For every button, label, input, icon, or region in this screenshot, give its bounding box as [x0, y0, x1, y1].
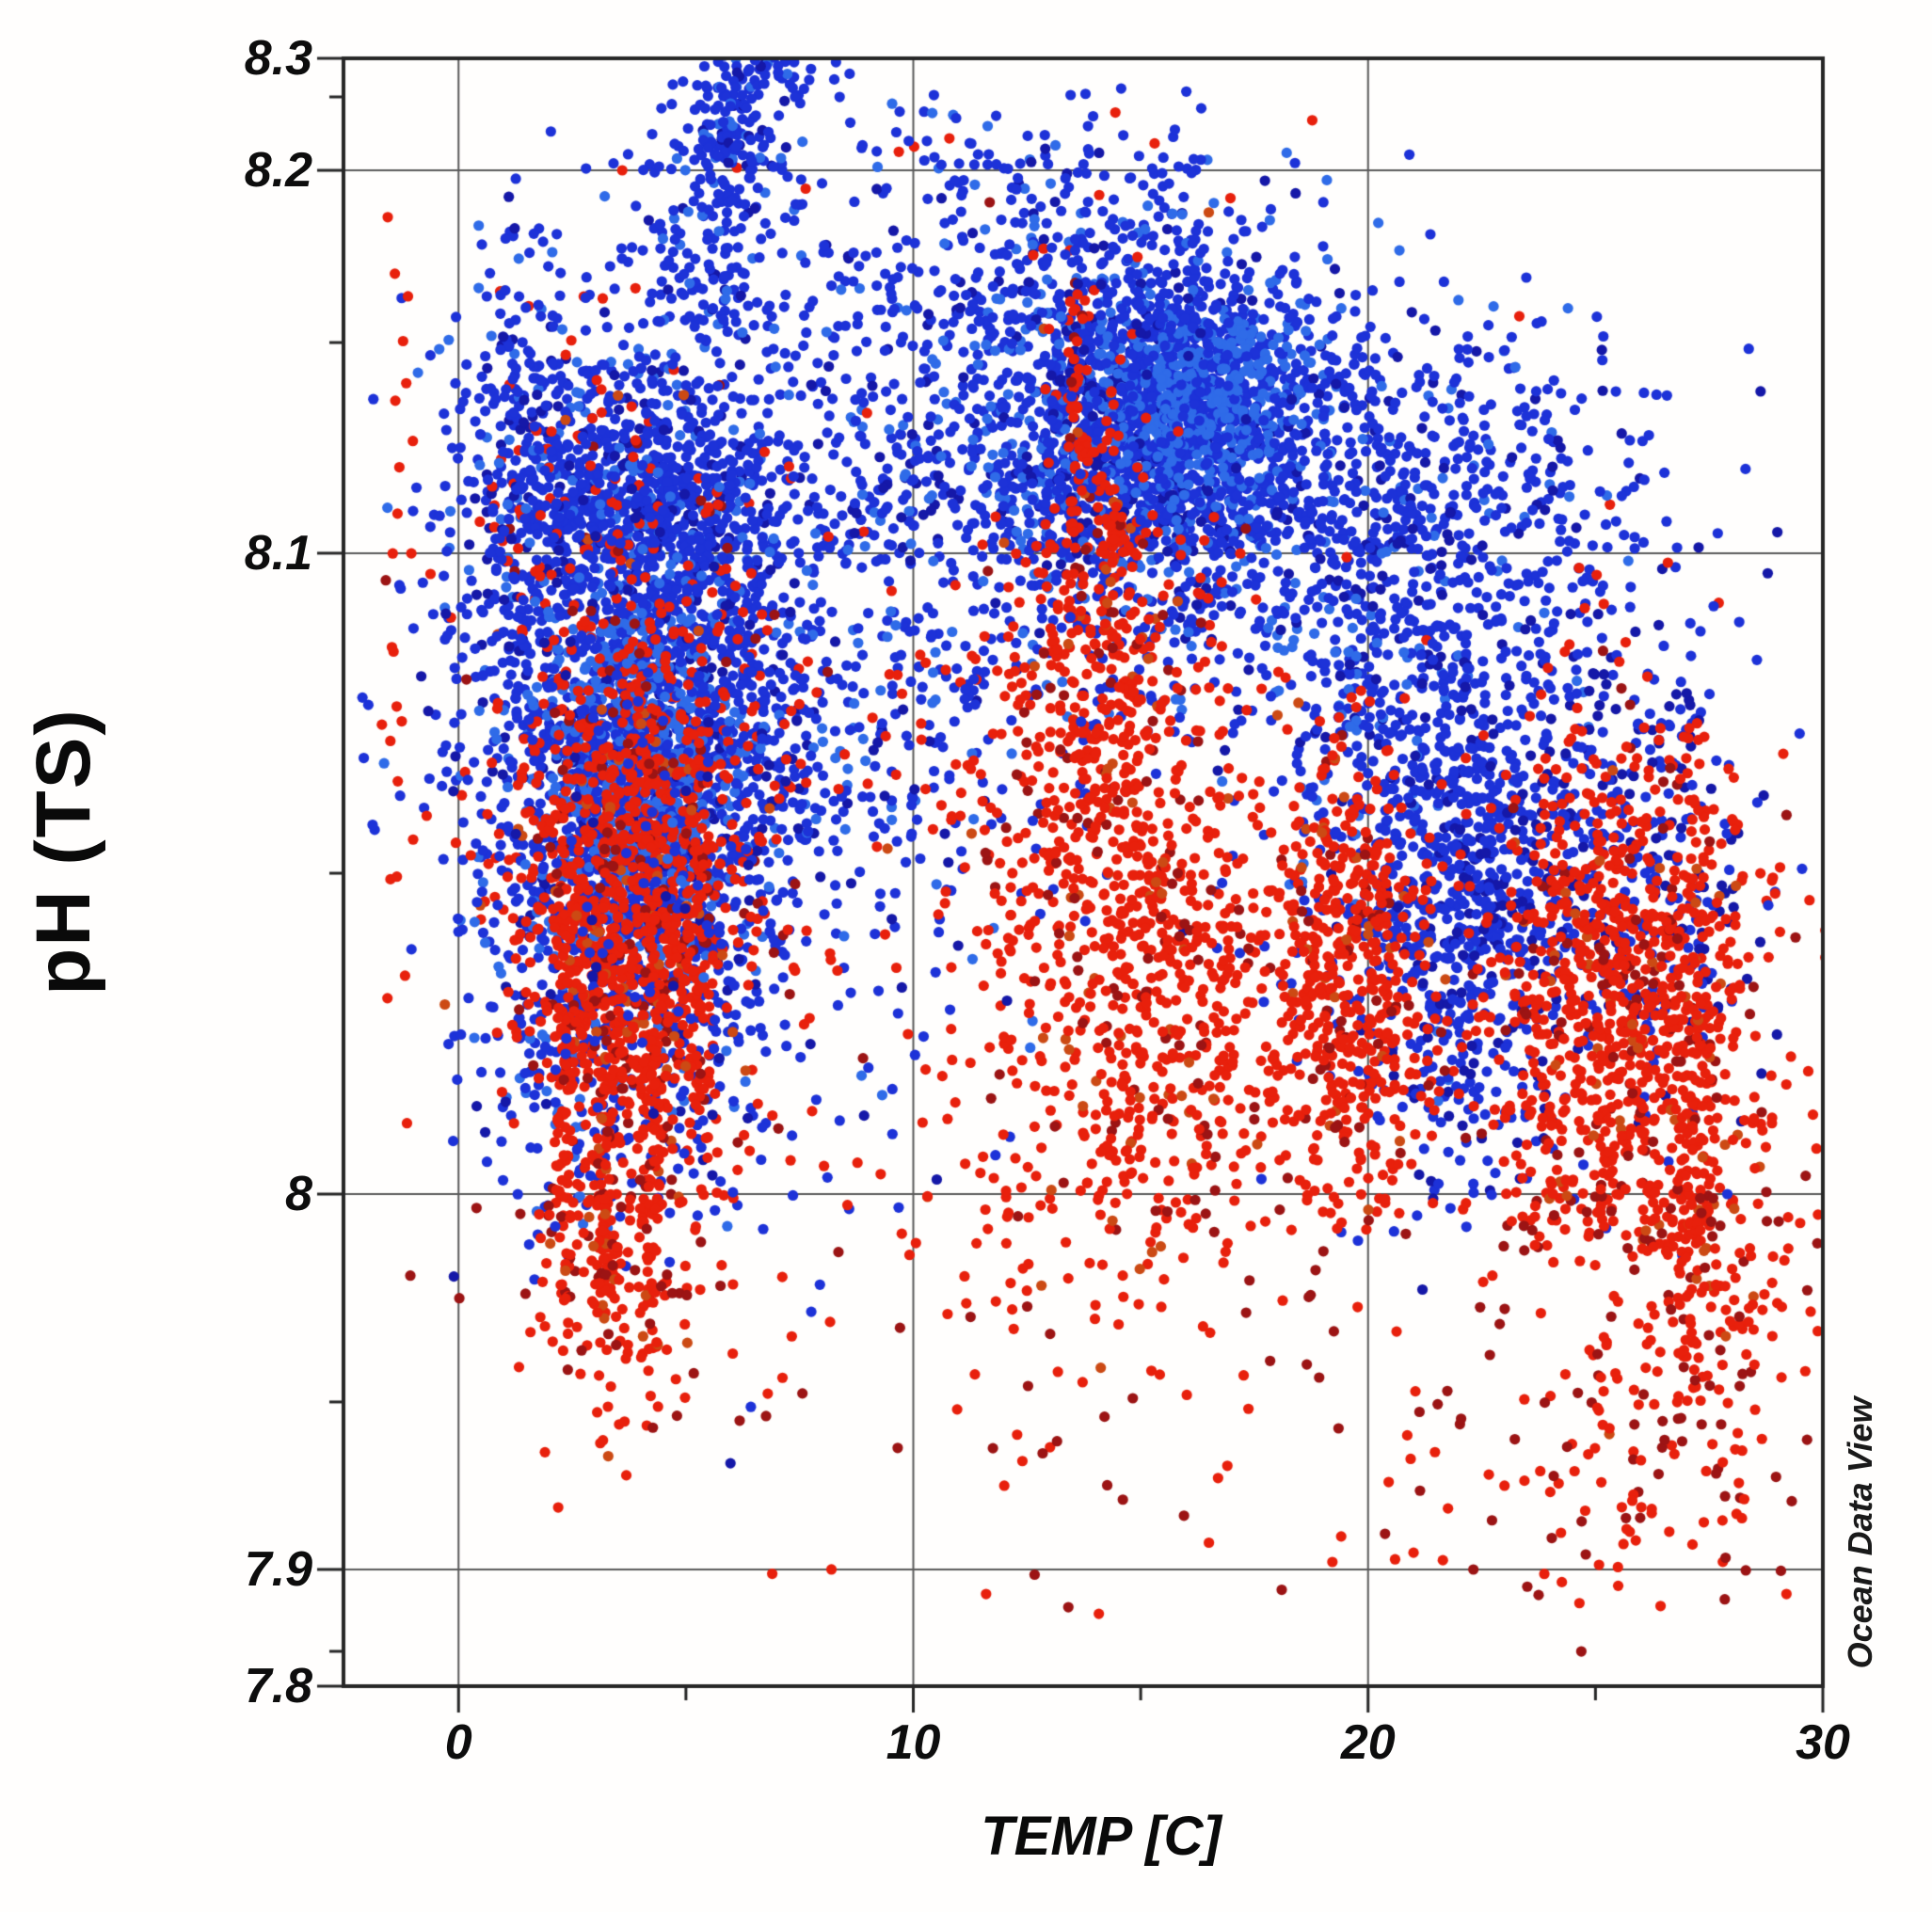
- y-axis-title: pH (TS): [21, 708, 106, 996]
- x-tick-label-30: 30: [1796, 1715, 1850, 1770]
- x-tick-label-20: 20: [1340, 1715, 1396, 1770]
- x-tick-label-10: 10: [886, 1715, 941, 1770]
- y-tick-label-7.8: 7.8: [244, 1659, 312, 1713]
- y-tick-label-8.2: 8.2: [244, 143, 312, 199]
- y-tick-label-8.1: 8.1: [244, 525, 312, 581]
- x-tick-label-0: 0: [444, 1715, 472, 1770]
- x-axis-title: TEMP [C]: [981, 1806, 1221, 1867]
- odv-watermark: Ocean Data View: [1841, 1396, 1879, 1669]
- y-tick-label-8.3: 8.3: [244, 31, 312, 86]
- y-tick-label-7.9: 7.9: [244, 1541, 312, 1597]
- y-tick-label-8: 8: [285, 1167, 312, 1222]
